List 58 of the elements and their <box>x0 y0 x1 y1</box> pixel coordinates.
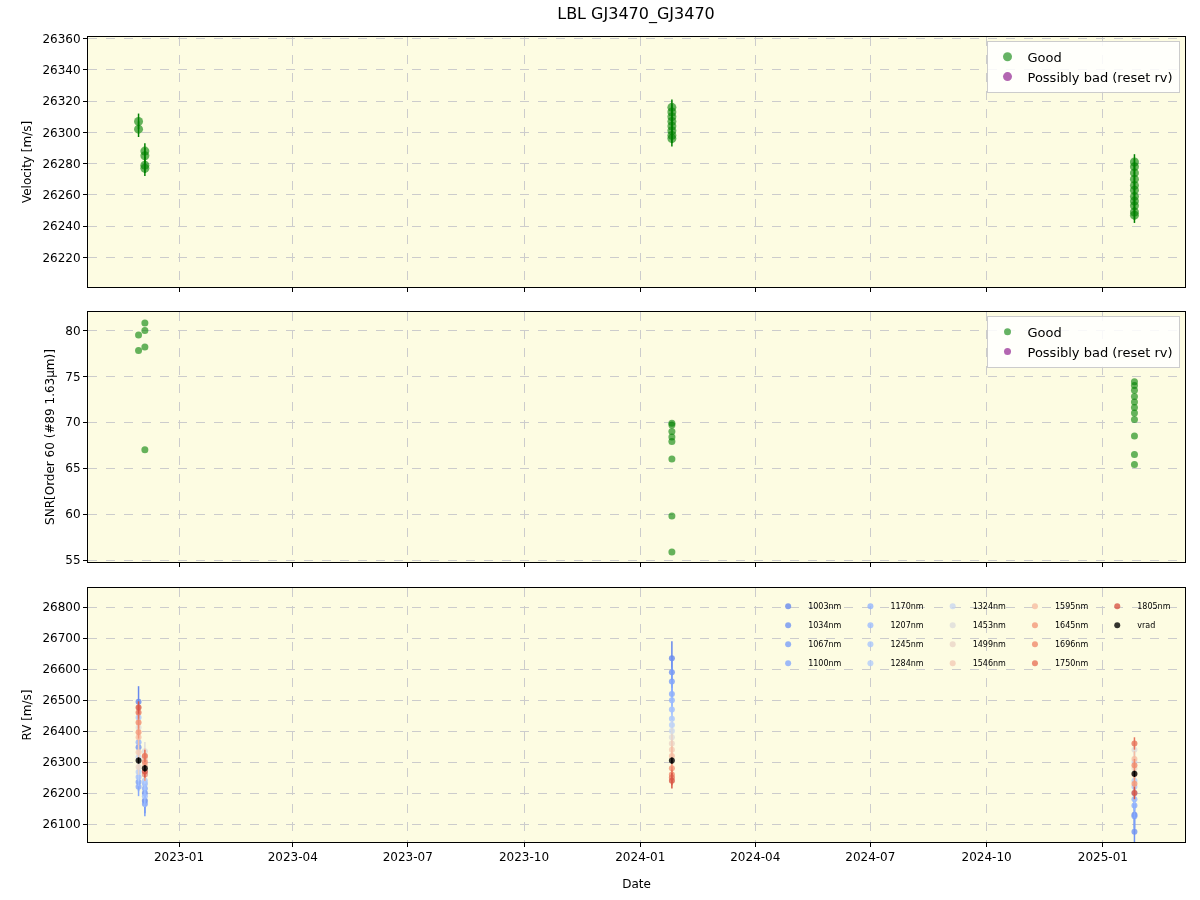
legend-label: 1645nm <box>1054 621 1089 631</box>
y-tick-label: 26320 <box>42 94 81 109</box>
legend-label: 1696nm <box>1054 640 1089 650</box>
y-tick-label: 55 <box>65 553 81 568</box>
legend-label: 1750nm <box>1054 659 1089 669</box>
legend-label: 1453nm <box>972 621 1007 631</box>
y-tick-label: 26300 <box>42 125 81 140</box>
y-tick-label: 26700 <box>42 631 81 646</box>
y-tick-label: 26200 <box>42 786 81 801</box>
y-tick-label: 26300 <box>42 755 81 770</box>
legend-label: Possibly bad (reset rv) <box>1027 69 1173 85</box>
y-tick-label: 26220 <box>42 250 81 265</box>
x-tick-label: 2024-07 <box>845 850 896 865</box>
y-tick-label: 70 <box>65 415 81 430</box>
y-axis-title: RV [m/s] <box>19 689 34 741</box>
y-tick-label: 75 <box>65 369 81 384</box>
y-tick-label: 26340 <box>42 63 81 78</box>
y-tick-label: 65 <box>65 461 81 476</box>
x-tick-label: 2023-10 <box>498 850 550 865</box>
y-tick-label: 26600 <box>42 662 81 677</box>
legend-label: 1805nm <box>1137 602 1171 612</box>
y-tick-label: 80 <box>65 323 81 338</box>
legend-label: 1207nm <box>890 621 924 631</box>
legend-label: 1499nm <box>972 640 1007 650</box>
y-axis-title: SNR[Order 60 (#89 1.63μm)] <box>42 349 57 525</box>
legend-label: Possibly bad (reset rv) <box>1027 344 1173 360</box>
legend-label: 1245nm <box>890 640 924 650</box>
y-axis-title: Velocity [m/s] <box>19 120 34 204</box>
y-tick-label: 26240 <box>42 219 81 234</box>
chart-title: LBL GJ3470_GJ3470 <box>557 3 715 24</box>
legend-label: 1067nm <box>808 640 842 650</box>
legend-label: Good <box>1027 49 1062 65</box>
y-tick-label: 26280 <box>42 156 81 171</box>
legend-label: Good <box>1027 324 1062 340</box>
y-tick-label: 26800 <box>42 600 81 615</box>
x-tick-label: 2024-01 <box>615 850 666 865</box>
legend-label: vrad <box>1137 621 1156 631</box>
y-tick-label: 26400 <box>42 724 81 739</box>
x-tick-label: 2023-07 <box>382 850 433 865</box>
x-tick-label: 2023-04 <box>267 850 318 865</box>
x-tick-label: 2024-10 <box>961 850 1012 865</box>
legend-label: 1595nm <box>1054 602 1089 612</box>
y-tick-label: 26260 <box>42 188 81 203</box>
y-tick-label: 26100 <box>42 817 81 832</box>
y-tick-label: 26360 <box>42 31 81 46</box>
legend-label: 1324nm <box>972 602 1007 612</box>
legend-label: 1003nm <box>808 602 842 612</box>
x-axis-title: Date <box>622 877 651 891</box>
legend-label: 1034nm <box>808 621 842 631</box>
legend-label: 1284nm <box>890 659 924 669</box>
y-tick-label: 26500 <box>42 693 81 708</box>
legend-label: 1170nm <box>890 602 924 612</box>
y-tick-label: 60 <box>65 507 81 522</box>
x-tick-label: 2023-01 <box>153 850 205 865</box>
x-tick-label: 2025-01 <box>1077 850 1128 865</box>
legend-label: 1100nm <box>808 659 842 669</box>
x-tick-label: 2024-04 <box>730 850 781 865</box>
legend-label: 1546nm <box>972 659 1007 669</box>
